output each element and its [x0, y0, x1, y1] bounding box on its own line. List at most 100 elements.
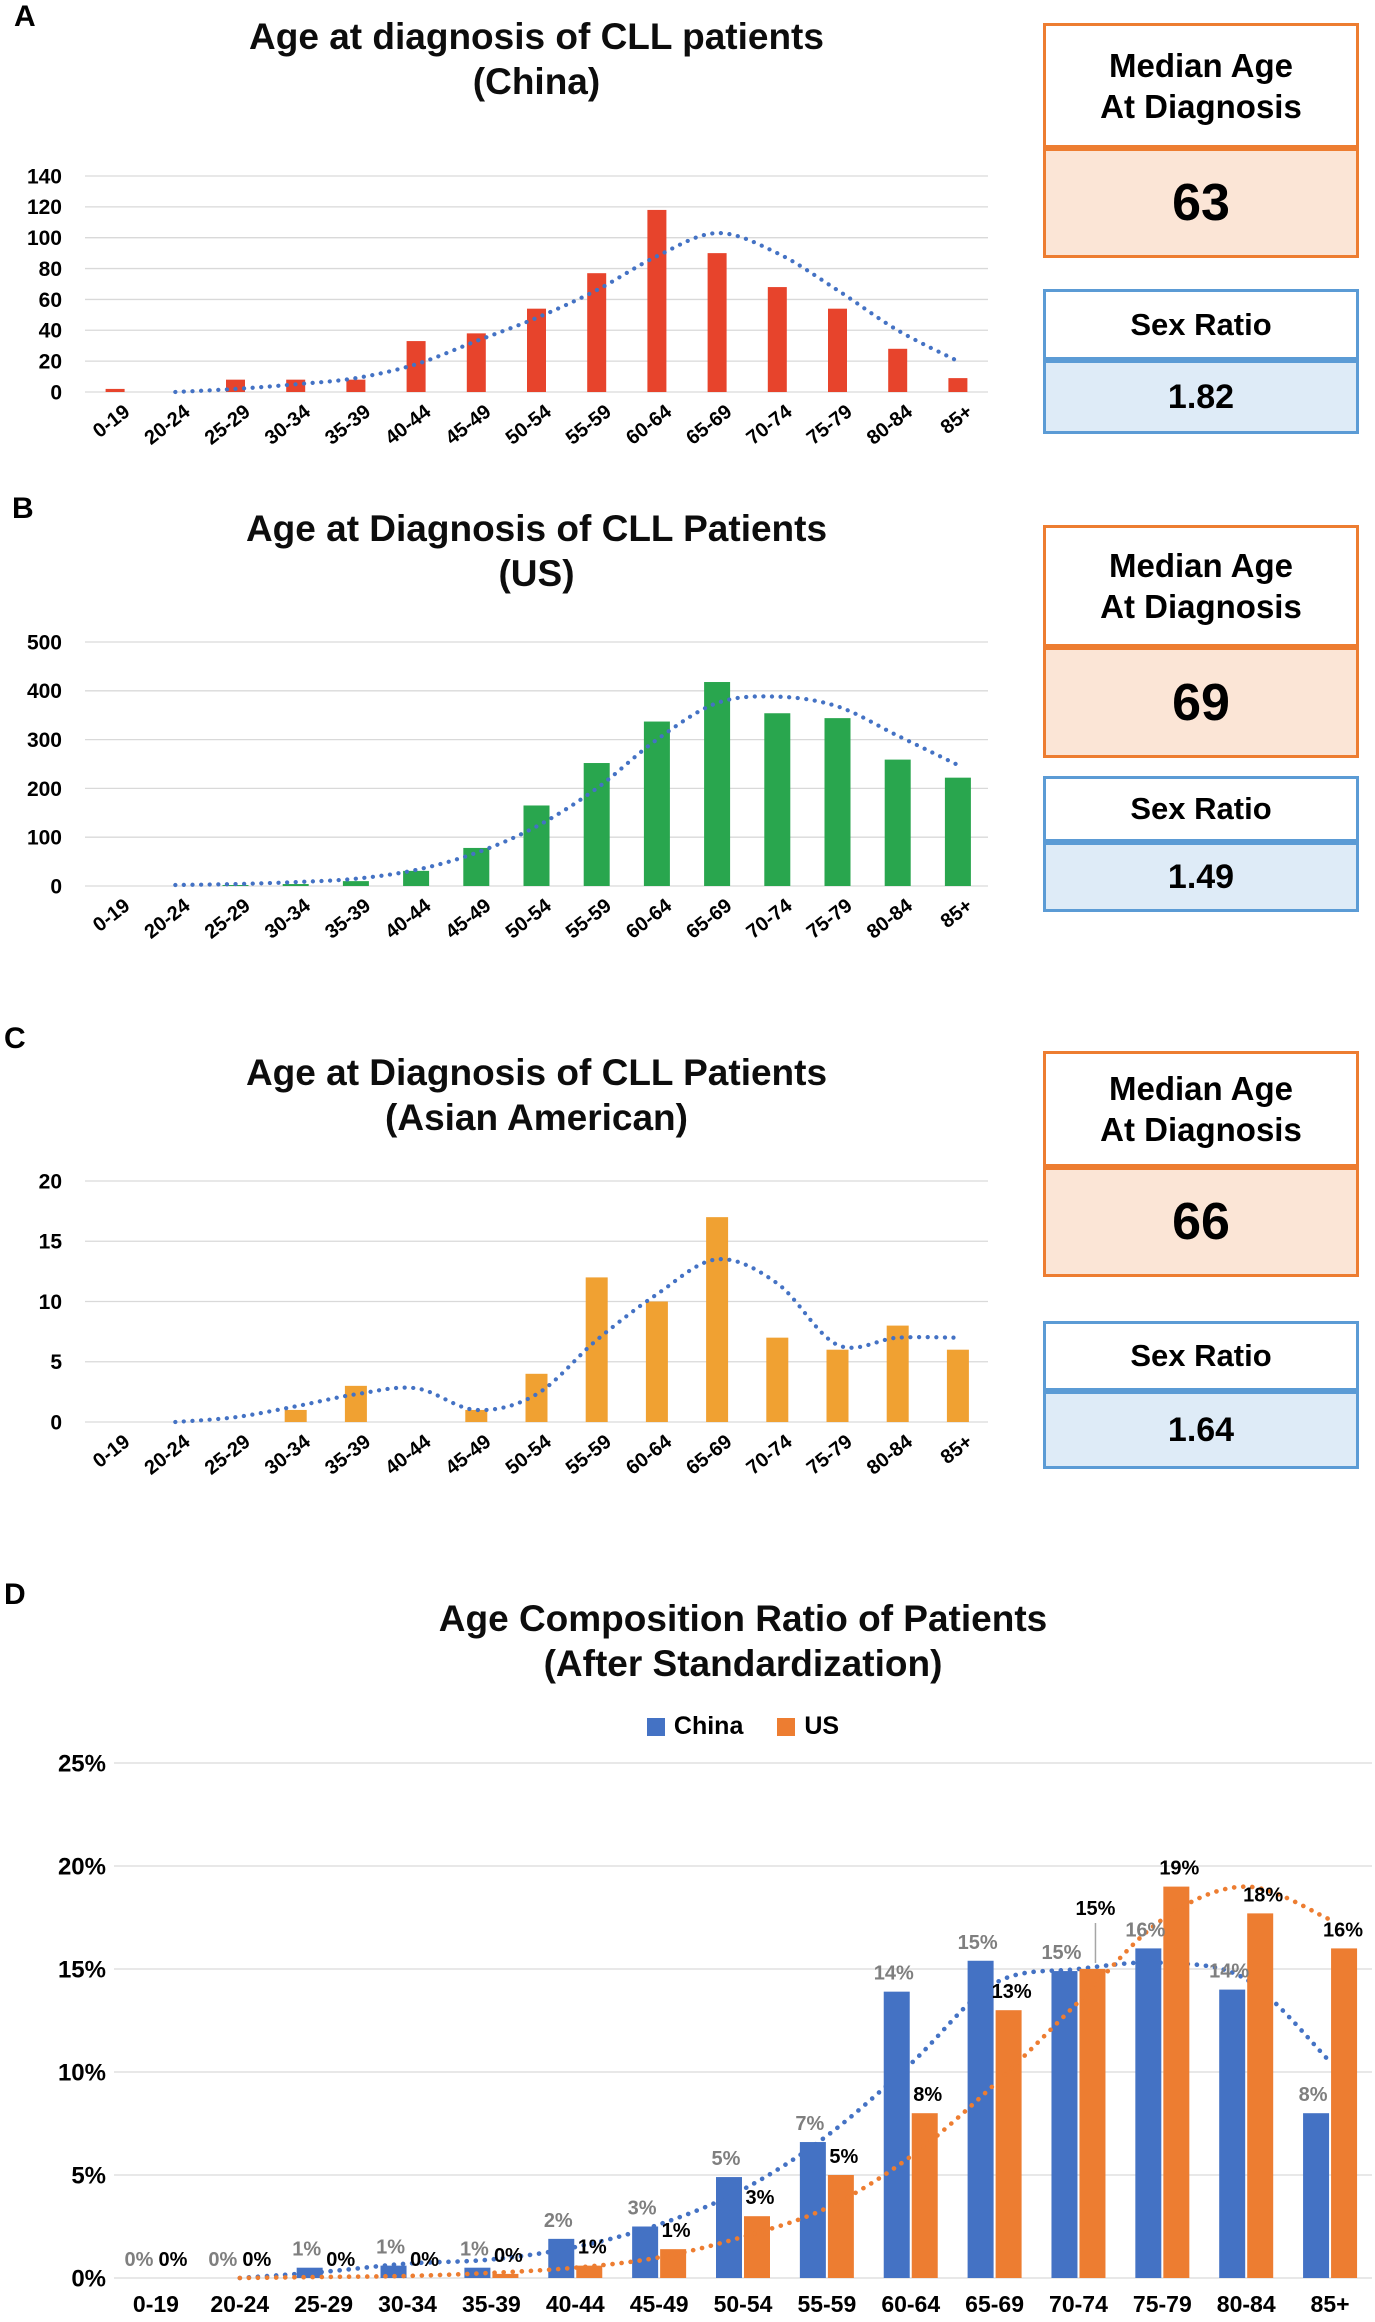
data-label-china: 5% [712, 2148, 741, 2170]
x-tick-label: 80-84 [863, 400, 918, 449]
y-tick-label: 10% [58, 2059, 106, 2086]
x-tick-label: 0-19 [89, 895, 134, 937]
bar [764, 713, 791, 886]
bar [766, 1337, 789, 1422]
x-tick-label: 30-34 [378, 2291, 437, 2317]
x-tick-label: 40-44 [381, 1430, 436, 1479]
y-tick-label: 40 [39, 320, 62, 343]
y-tick-label: 100 [27, 227, 62, 250]
x-tick-label: 35-39 [321, 401, 375, 450]
chart-c-title-line2: (Asian American) [385, 1097, 688, 1138]
median-age-value-b: 69 [1043, 647, 1359, 758]
bar [643, 721, 670, 886]
legend-label-us: US [804, 1712, 840, 1740]
x-tick-label: 25-29 [201, 1431, 255, 1480]
sex-ratio-value-b: 1.49 [1043, 842, 1359, 912]
sex-ratio-header-a: Sex Ratio [1043, 289, 1359, 360]
median-age-value-a: 63 [1043, 148, 1359, 258]
x-tick-label: 0-19 [89, 401, 134, 443]
x-tick-label: 70-74 [1049, 2291, 1108, 2317]
bar-china [632, 2226, 659, 2278]
data-label-us: 0% [242, 2249, 271, 2271]
panel-label-d: D [4, 1578, 26, 1611]
chart-b-title-line2: (US) [498, 553, 575, 594]
bar [403, 870, 430, 886]
bar [583, 763, 610, 886]
x-tick-label: 60-64 [622, 894, 677, 943]
x-tick-label: 0-19 [133, 2291, 179, 2317]
x-tick-label: 70-74 [743, 894, 798, 943]
data-label-us: 16% [1323, 1919, 1363, 1941]
x-tick-label: 45-49 [442, 401, 496, 450]
chart-d-title-line1: Age Composition Ratio of Patients [438, 1598, 1048, 1639]
legend-item-china: China [646, 1712, 744, 1741]
trend-line [173, 230, 960, 395]
data-label-china: 7% [795, 2113, 824, 2135]
x-tick-label: 80-84 [863, 1430, 918, 1479]
bar [525, 1373, 548, 1422]
x-tick-label: 55-59 [562, 895, 616, 944]
bar-china [1135, 1948, 1162, 2278]
bar-us [995, 2010, 1022, 2278]
y-tick-label: 100 [27, 827, 62, 850]
bar-china [1303, 2113, 1330, 2278]
bar [284, 1409, 307, 1422]
x-tick-label: 20-24 [141, 894, 196, 943]
bar-us [1163, 1886, 1190, 2278]
bar-us [1247, 1913, 1274, 2278]
chart-c-title-line1: Age at Diagnosis of CLL Patients [245, 1052, 828, 1093]
x-tick-label: 45-49 [442, 895, 496, 944]
x-tick-label: 70-74 [743, 1430, 798, 1479]
bar [944, 777, 971, 886]
data-label-us: 15% [1075, 1898, 1115, 1920]
bar [587, 273, 607, 392]
x-tick-label: 35-39 [321, 895, 375, 944]
legend-label-china: China [673, 1712, 744, 1740]
x-tick-label: 30-34 [261, 400, 316, 449]
bar [463, 847, 490, 886]
x-tick-label: 20-24 [141, 400, 196, 449]
x-tick-label: 75-79 [803, 1431, 857, 1480]
data-label-china: 3% [628, 2198, 657, 2220]
bar-us [1079, 1969, 1106, 2278]
y-tick-label: 25% [58, 1750, 106, 1777]
bar [884, 759, 911, 886]
y-tick-label: 15% [58, 1956, 106, 1983]
y-tick-label: 15 [39, 1231, 63, 1254]
bar [527, 308, 546, 392]
data-label-china: 8% [1299, 2084, 1328, 2106]
chart-c-title: Age at Diagnosis of CLL Patients (Asian … [85, 1050, 988, 1140]
chart-b-title-line1: Age at Diagnosis of CLL Patients [245, 508, 828, 549]
y-tick-label: 0 [50, 381, 62, 404]
y-tick-label: 0 [50, 875, 62, 898]
bar [824, 718, 851, 886]
sex-ratio-header-b: Sex Ratio [1043, 776, 1359, 842]
data-label-us: 18% [1243, 1884, 1283, 1906]
data-label-china: 0% [208, 2249, 237, 2271]
bar [346, 379, 366, 392]
x-tick-label: 75-79 [803, 401, 857, 450]
x-tick-label: 50-54 [502, 894, 557, 943]
x-tick-label: 40-44 [381, 894, 436, 943]
bar-china [548, 2238, 575, 2278]
trend-line-us [237, 1884, 1333, 2281]
x-tick-label: 65-69 [682, 1431, 736, 1480]
bar-us [744, 2216, 770, 2278]
y-tick-label: 5 [50, 1351, 62, 1374]
x-tick-label: 75-79 [1133, 2291, 1192, 2317]
x-tick-label: 85+ [937, 895, 977, 933]
y-tick-label: 140 [27, 165, 62, 188]
bar [585, 1277, 608, 1422]
x-tick-label: 40-44 [546, 2291, 605, 2317]
us-swatch-icon [777, 1717, 796, 1736]
bar [523, 805, 550, 886]
sex-ratio-value-a: 1.82 [1043, 360, 1359, 434]
bar-us [827, 2175, 854, 2278]
chart-d-legend: China US [114, 1712, 1372, 1741]
y-tick-label: 120 [27, 196, 62, 219]
x-tick-label: 50-54 [502, 400, 557, 449]
x-tick-label: 60-64 [622, 400, 677, 449]
data-label-china: 14% [1209, 1961, 1249, 1983]
bar [886, 1325, 909, 1422]
